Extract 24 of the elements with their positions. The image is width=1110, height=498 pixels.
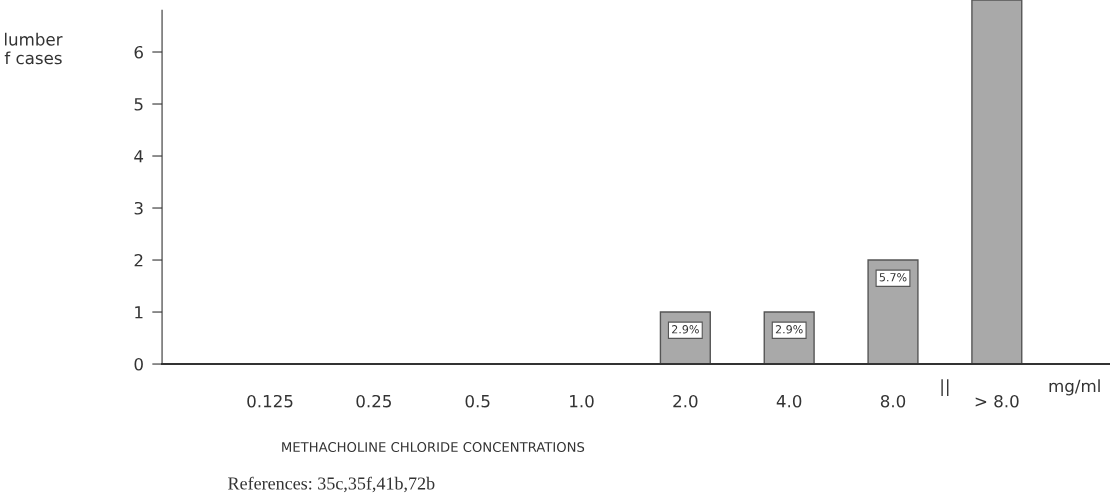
x-tick-label: 0.5 xyxy=(465,394,490,408)
x-tick-label: 8.0 xyxy=(880,394,906,408)
text: References: 35c,35f,41b,72b xyxy=(228,476,435,493)
y-tick-label: 3 xyxy=(134,201,143,215)
x-axis-title: METHACHOLINE CHLORIDE CONCENTRATIONS xyxy=(282,442,585,453)
x-tick-label: > 8.0 xyxy=(975,394,1019,408)
y-tick-label: 1 xyxy=(135,306,143,319)
y-tick-label: 0 xyxy=(134,358,143,371)
annotation: 2.9% xyxy=(672,325,699,334)
text: mg/ml xyxy=(1049,379,1100,396)
x-tick-label: 0.25 xyxy=(356,394,391,408)
x-tick-label: 1.0 xyxy=(570,394,594,408)
bar xyxy=(971,0,1023,365)
y-tick-label: 6 xyxy=(134,45,143,59)
x-tick-label: 4.0 xyxy=(776,394,802,408)
annotation: 5.7% xyxy=(879,273,907,282)
y-tick-label: 2 xyxy=(134,253,143,267)
text: || xyxy=(941,379,949,396)
y-tick-label: 4 xyxy=(134,150,144,163)
annotation: 2.9% xyxy=(775,325,803,334)
y-tick-label: 5 xyxy=(134,98,143,111)
x-tick-label: 0.125 xyxy=(247,394,293,408)
x-tick-label: 2.0 xyxy=(673,394,698,408)
y-axis-title: lumber f cases xyxy=(4,32,63,65)
